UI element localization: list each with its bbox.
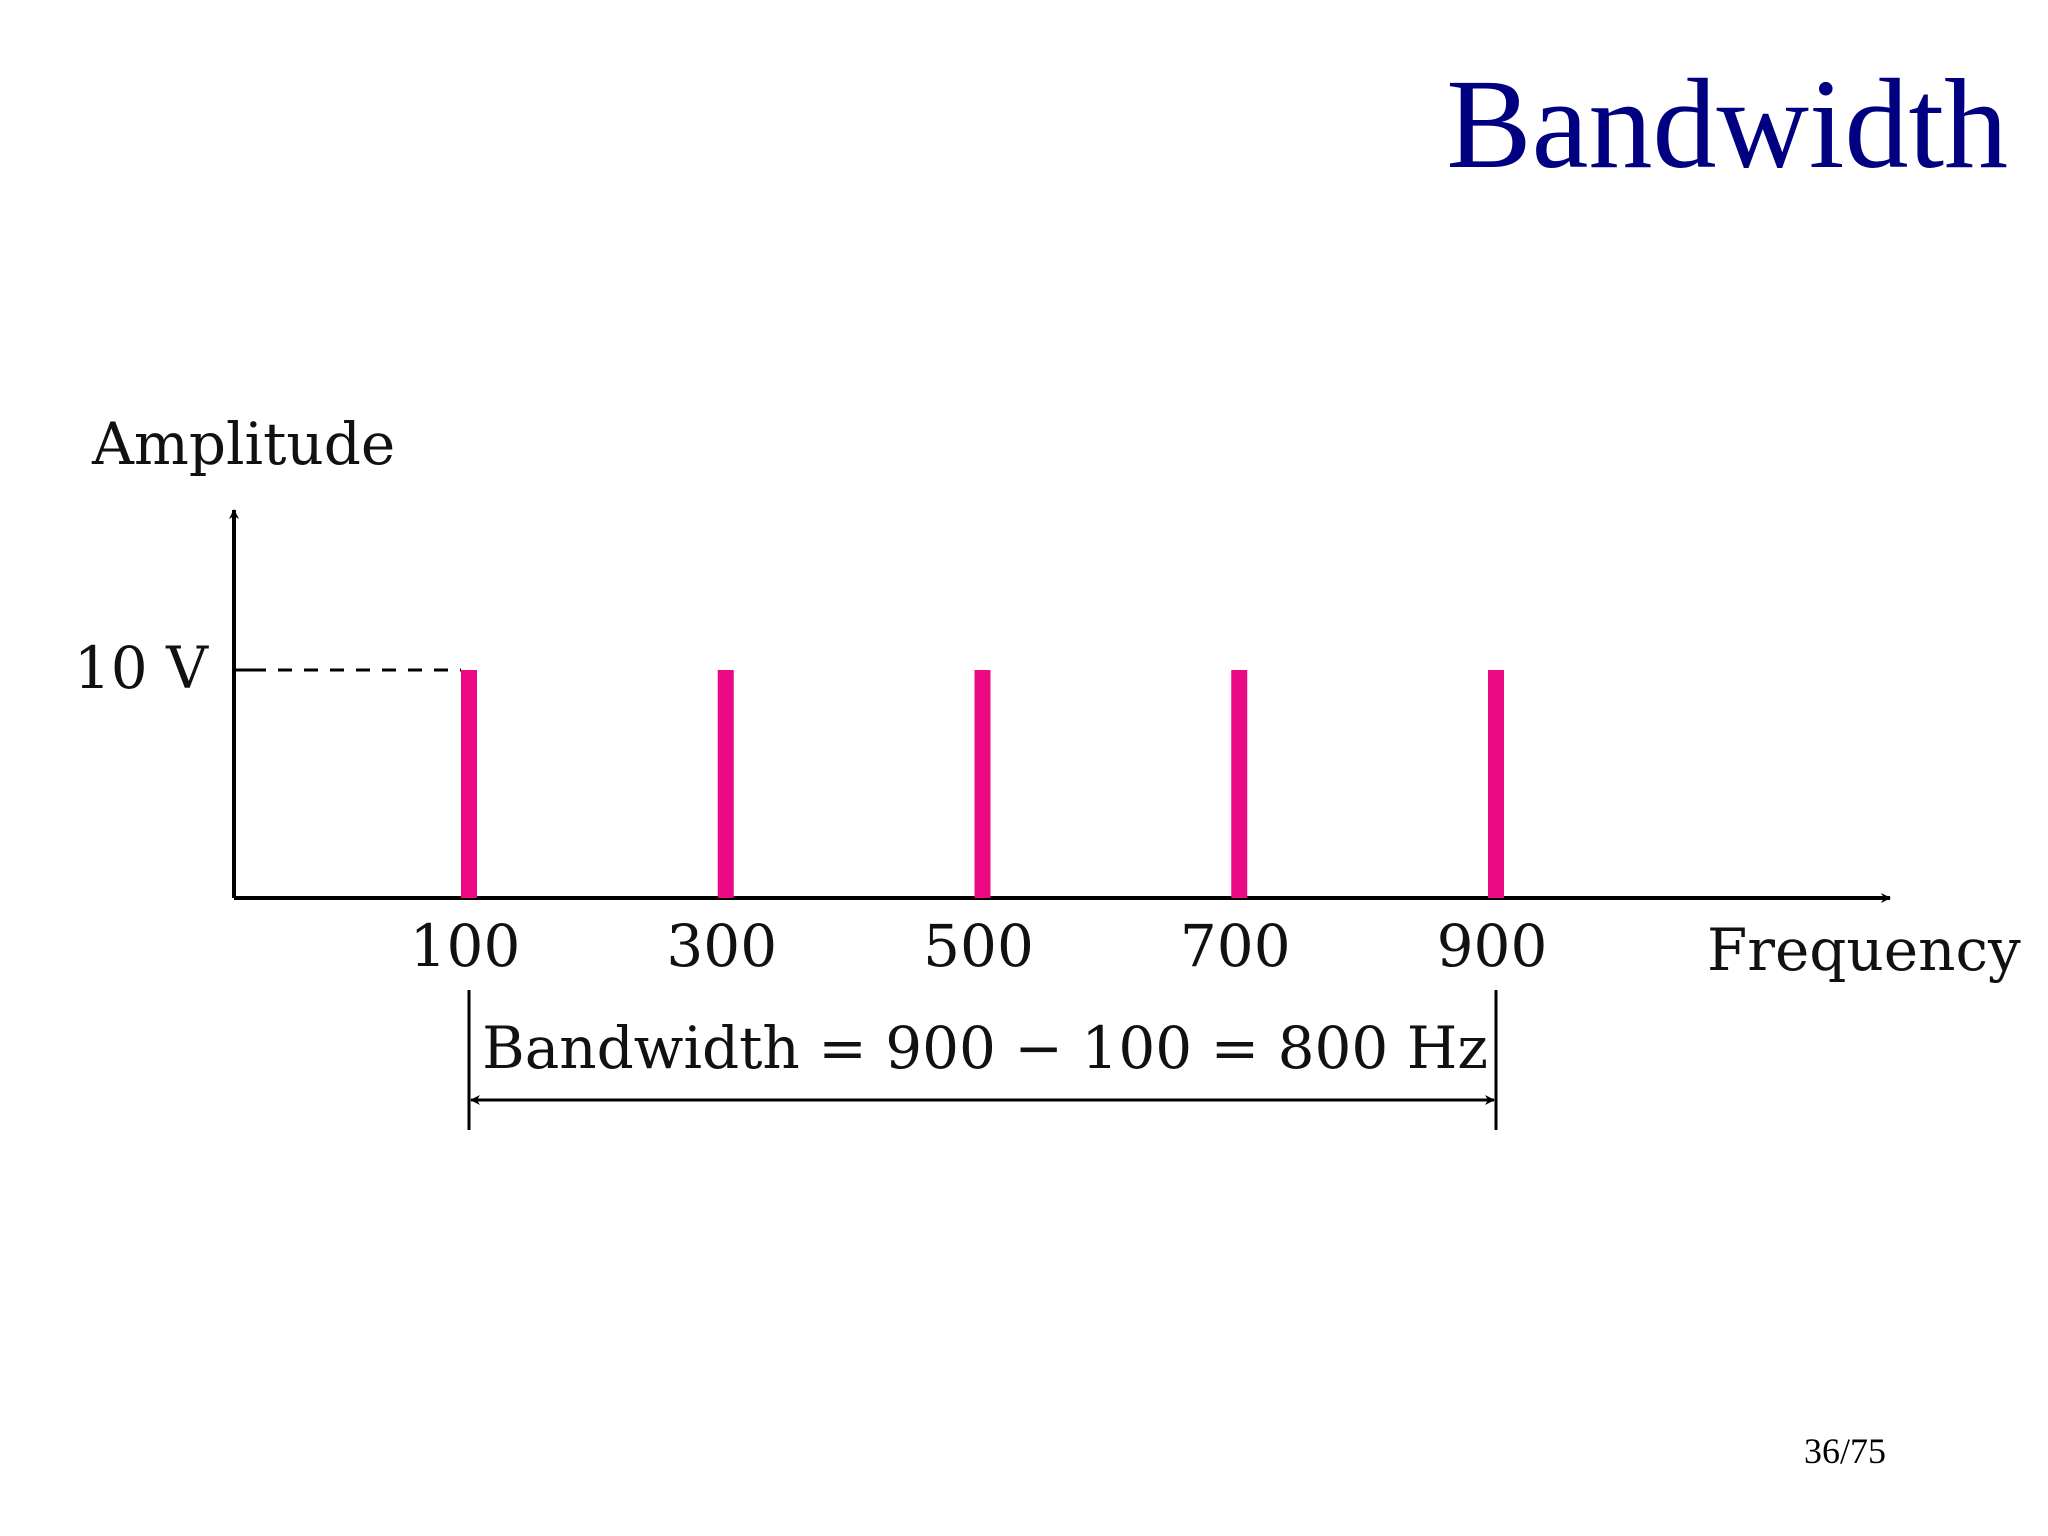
slide-title: Bandwidth bbox=[1446, 53, 2008, 195]
x-tick-label-500: 500 bbox=[923, 912, 1034, 980]
bar-700 bbox=[1231, 670, 1248, 898]
bandwidth-annotation: Bandwidth = 900 − 100 = 800 Hz bbox=[482, 1014, 1488, 1082]
bar-100 bbox=[461, 670, 477, 898]
x-tick-label-900: 900 bbox=[1437, 912, 1548, 980]
x-tick-label-100: 100 bbox=[410, 912, 521, 980]
x-axis-label: Frequency bbox=[1707, 916, 2021, 984]
bar-300 bbox=[717, 670, 734, 898]
bar-500 bbox=[974, 670, 991, 898]
y-tick-label: 10 V bbox=[74, 634, 209, 702]
page-number: 36/75 bbox=[1803, 1431, 1886, 1471]
bar-900 bbox=[1488, 670, 1504, 898]
x-tick-label-700: 700 bbox=[1180, 912, 1291, 980]
y-axis-label: Amplitude bbox=[91, 410, 395, 478]
x-tick-label-300: 300 bbox=[666, 912, 777, 980]
